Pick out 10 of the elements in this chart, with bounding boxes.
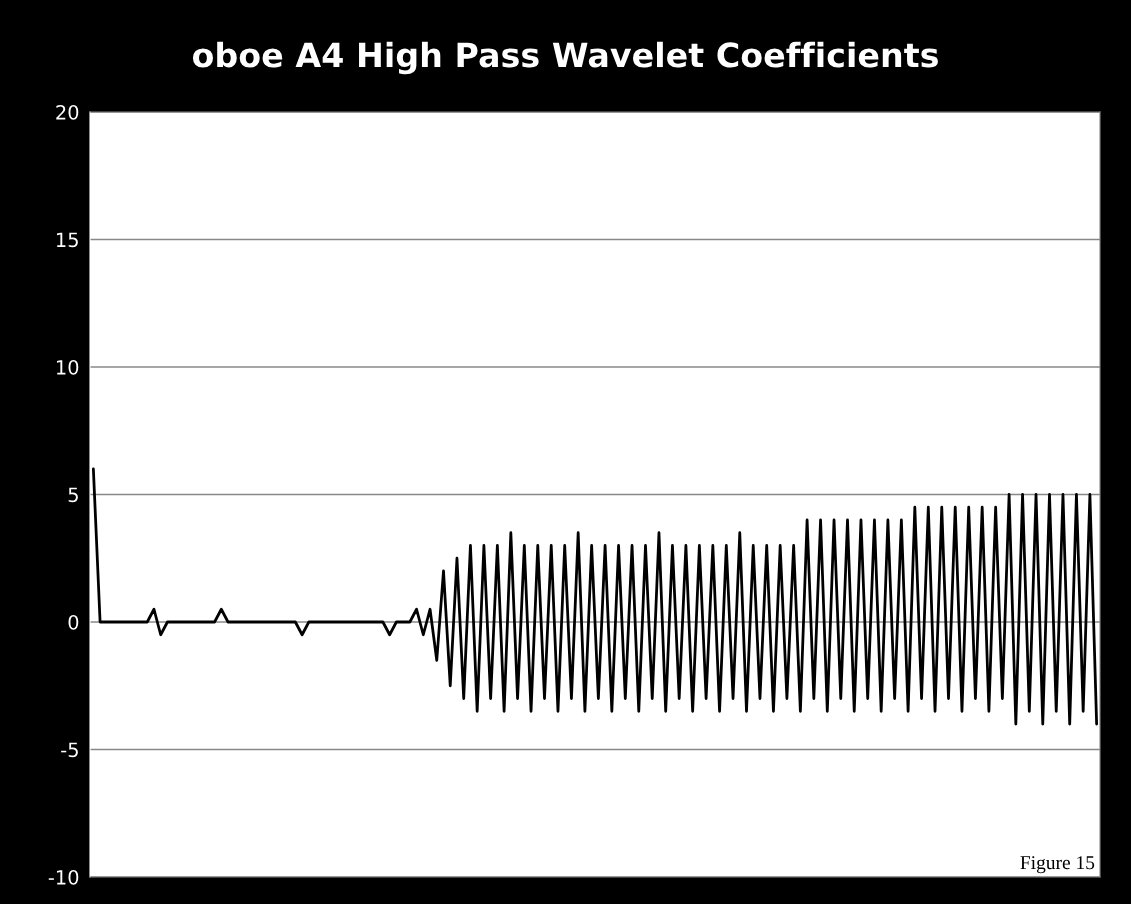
- y-tick-label: 0: [68, 614, 79, 630]
- y-tick-label: 20: [56, 104, 79, 120]
- line-series: [91, 467, 1099, 726]
- annotation: Figure 15: [1020, 856, 1095, 874]
- y-tick-label: -10: [48, 869, 79, 885]
- y-tick-label: 15: [56, 232, 78, 248]
- y-tick-label: 5: [68, 487, 78, 503]
- y-tick-label: 10: [56, 359, 79, 375]
- chart-title: oboe A4 High Pass Wavelet Coefficients: [192, 41, 938, 75]
- y-tick-label: -5: [61, 742, 78, 758]
